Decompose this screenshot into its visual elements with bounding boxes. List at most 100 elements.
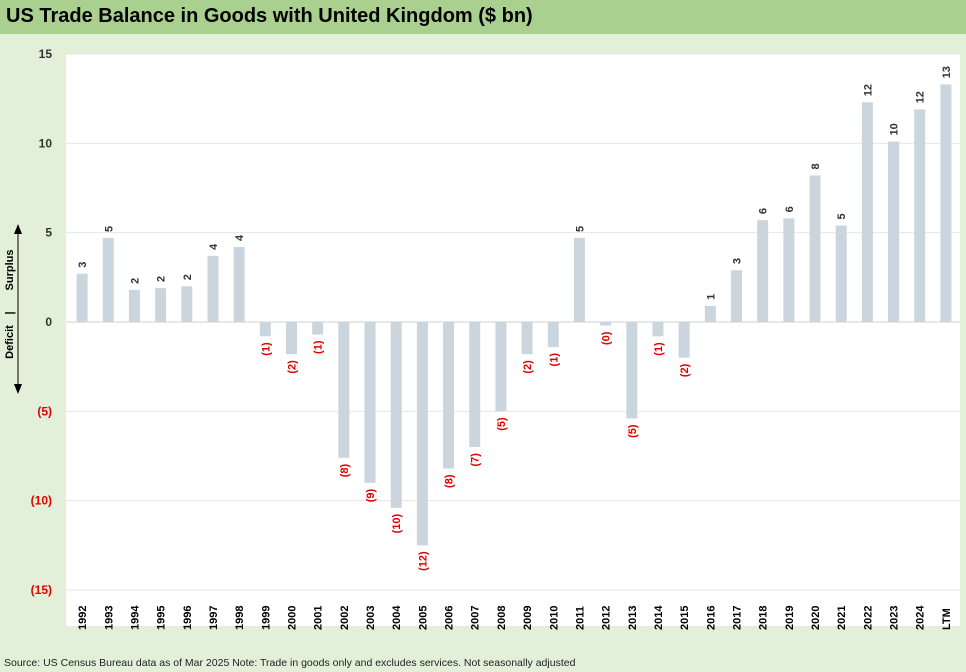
y-tick-label: 15 <box>39 47 53 61</box>
bar-2024 <box>914 109 926 323</box>
x-tick-label: 2015 <box>679 606 691 630</box>
x-tick-label: 2003 <box>365 606 377 630</box>
deficit-label: Deficit <box>4 325 16 359</box>
bars <box>76 84 952 546</box>
x-tick-label: 2007 <box>470 606 482 630</box>
x-tick-label: 2022 <box>862 606 874 630</box>
bar-1996 <box>181 286 193 322</box>
arrow-down-icon <box>14 384 22 394</box>
x-tick-label: 2021 <box>836 606 848 630</box>
bar-2011 <box>573 238 585 322</box>
x-tick-label: 1997 <box>208 606 220 630</box>
bar-2009 <box>521 322 533 355</box>
bar-2017 <box>731 270 742 322</box>
bar-LTM <box>940 84 952 322</box>
bar-2004 <box>390 322 402 508</box>
data-label: (8) <box>339 463 351 477</box>
data-label: (5) <box>496 417 508 431</box>
bar-2021 <box>835 225 847 322</box>
x-tick-label: 2018 <box>758 606 770 630</box>
bar-2006 <box>443 322 455 469</box>
x-tick-label: 2023 <box>889 606 901 630</box>
data-label: 5 <box>836 213 848 219</box>
arrow-up-icon <box>14 224 22 234</box>
data-label: (1) <box>653 342 665 356</box>
y-tick-label: 5 <box>45 226 52 240</box>
x-tick-label: 2005 <box>417 606 429 630</box>
bar-1992 <box>76 273 88 322</box>
bar-2000 <box>286 322 297 355</box>
x-tick-label: 1992 <box>77 606 89 630</box>
y-tick-label: (10) <box>31 494 52 508</box>
data-label: (0) <box>601 331 613 345</box>
y-tick-label: 0 <box>45 315 52 329</box>
surplus-deficit-indicator: Surplus | Deficit <box>4 224 22 394</box>
x-tick-label: 2008 <box>496 606 508 630</box>
x-tick-label: 2024 <box>915 605 927 630</box>
x-tick-label: 2000 <box>287 606 299 630</box>
bar-1993 <box>102 238 114 322</box>
bar-1995 <box>155 288 167 322</box>
bar-2022 <box>861 102 873 323</box>
data-label: 12 <box>862 84 874 96</box>
x-tick-label: 2012 <box>601 606 613 630</box>
data-labels: 3 5 2 2 2 4 4 (1) (2) (1) (8) (9) (10) (12) (8) (7) (5) (… <box>77 66 953 571</box>
chart-title: US Trade Balance in Goods with United Ki… <box>6 5 533 27</box>
data-label: (12) <box>417 551 429 571</box>
data-label: 2 <box>156 276 168 282</box>
bar-1994 <box>128 289 140 322</box>
data-label: (2) <box>522 360 534 374</box>
x-tick-label: LTM <box>941 608 953 630</box>
data-label: 13 <box>941 66 953 78</box>
data-label: (1) <box>313 340 325 354</box>
data-label: (8) <box>444 474 456 488</box>
bar-2007 <box>469 322 481 448</box>
bar-2010 <box>547 322 559 348</box>
x-tick-label: 2016 <box>705 606 717 630</box>
bar-2003 <box>364 322 376 483</box>
bar-2020 <box>809 175 821 322</box>
surplus-label: Surplus <box>4 250 16 291</box>
x-tick-label: 2017 <box>732 606 744 630</box>
x-tick-label: 2006 <box>444 606 456 630</box>
x-tick-label: 2020 <box>810 606 822 630</box>
bar-2001 <box>312 322 324 335</box>
data-label: 5 <box>103 226 115 232</box>
y-axis-ticks: 15 10 5 0 (5) (10) (15) <box>31 47 53 597</box>
x-tick-label: 1995 <box>156 606 168 630</box>
bar-2008 <box>495 322 507 412</box>
data-label: 8 <box>810 163 822 169</box>
x-axis-labels: 1992 1993 1994 1995 1996 1997 1998 1999 2000 2001… <box>77 605 953 630</box>
x-tick-label: 1994 <box>129 605 141 630</box>
x-tick-label: 1996 <box>182 606 194 630</box>
bar-2013 <box>626 322 638 419</box>
source-note: Source: US Census Bureau data as of Mar … <box>4 657 576 669</box>
bar-2012 <box>600 322 612 326</box>
data-label: 2 <box>182 274 194 280</box>
data-label: 4 <box>208 243 220 250</box>
y-tick-label: (15) <box>31 583 52 597</box>
data-label: (1) <box>260 342 272 356</box>
bar-2016 <box>704 305 716 322</box>
data-label: 2 <box>129 278 141 284</box>
x-tick-label: 2004 <box>391 605 403 630</box>
bar-1997 <box>207 255 219 322</box>
data-label: (9) <box>365 488 377 502</box>
bar-chart: 15 10 5 0 (5) (10) (15) 1992 1993 1994 1995 1996 19… <box>4 47 960 630</box>
data-label: 10 <box>889 123 901 135</box>
title-bar: US Trade Balance in Goods with United Ki… <box>0 0 966 34</box>
bar-1998 <box>233 246 245 322</box>
x-tick-label: 2001 <box>313 606 325 630</box>
x-tick-label: 2019 <box>784 606 796 630</box>
x-tick-label: 1998 <box>234 606 246 630</box>
bar-2019 <box>783 218 795 322</box>
data-label: 5 <box>574 226 586 232</box>
data-label: (7) <box>470 453 482 467</box>
data-label: 4 <box>234 234 246 241</box>
x-tick-label: 2011 <box>574 606 586 630</box>
x-tick-label: 2002 <box>339 606 351 630</box>
data-label: 6 <box>784 206 796 212</box>
x-tick-label: 2009 <box>522 606 534 630</box>
x-tick-label: 1993 <box>103 606 115 630</box>
bar-2018 <box>757 220 769 322</box>
